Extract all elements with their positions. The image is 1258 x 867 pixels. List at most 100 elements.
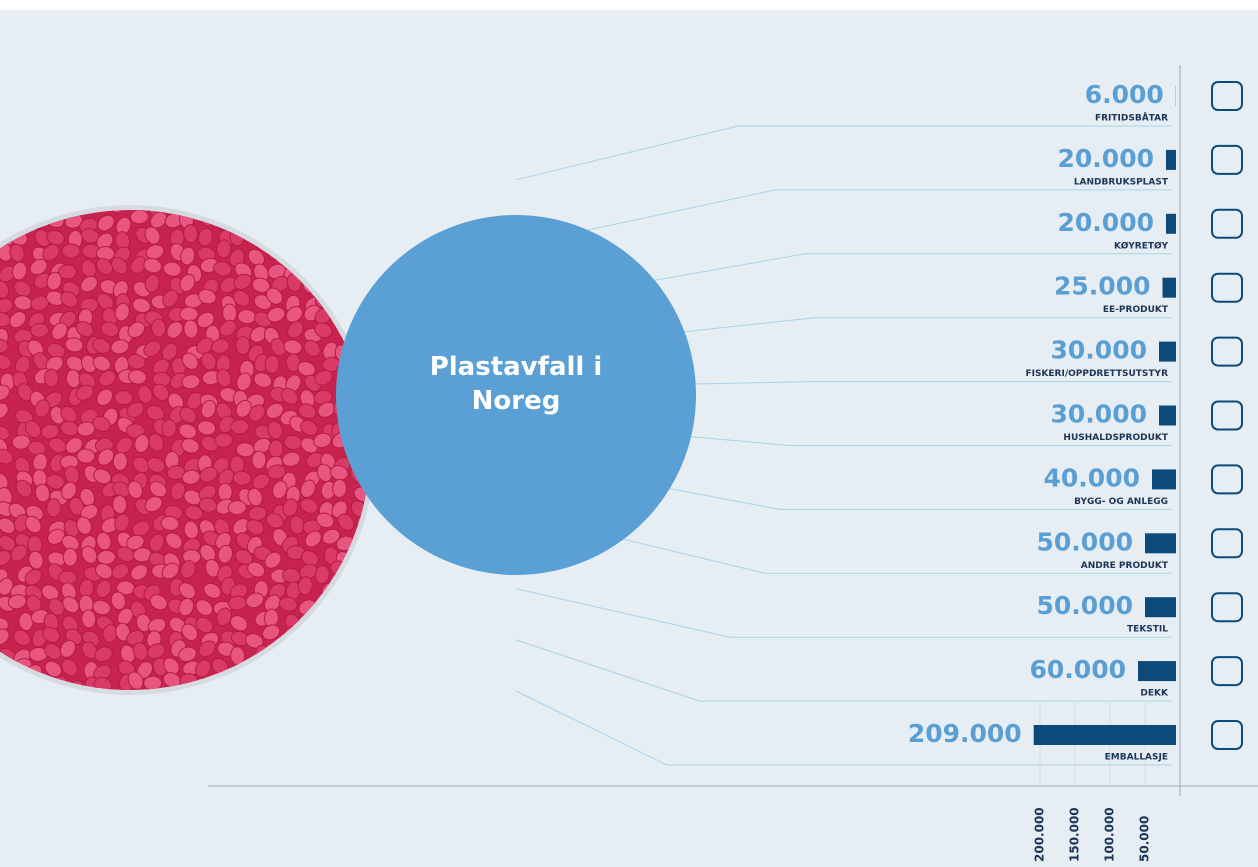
pellet xyxy=(30,322,49,338)
value-label: 209.000 xyxy=(908,719,1022,748)
pellet xyxy=(114,390,134,406)
pellet xyxy=(227,500,247,516)
pellet xyxy=(81,609,97,629)
pellet xyxy=(195,616,214,634)
bar xyxy=(1138,661,1176,682)
pellet xyxy=(80,275,98,293)
pellet xyxy=(13,688,34,711)
pellet xyxy=(265,402,284,419)
pellet xyxy=(24,515,42,534)
pellet xyxy=(166,321,184,339)
pellet xyxy=(0,674,11,690)
pellet xyxy=(282,498,299,517)
pellet xyxy=(62,596,80,614)
pellet xyxy=(197,288,217,305)
pellet xyxy=(299,563,318,580)
pellet xyxy=(332,680,352,690)
category-label: HUSHALDSPRODUKT xyxy=(1063,433,1168,443)
pellet xyxy=(271,657,289,676)
pellet xyxy=(60,481,77,500)
pellet xyxy=(149,481,168,498)
pellet xyxy=(112,495,128,515)
pellet xyxy=(181,438,200,454)
pellet xyxy=(0,217,10,233)
pellet xyxy=(316,694,335,710)
pellet xyxy=(266,215,282,235)
pellet xyxy=(152,358,170,376)
pellet xyxy=(337,513,355,531)
bar xyxy=(1152,469,1176,490)
pellet xyxy=(112,481,131,498)
pellet xyxy=(127,480,143,499)
pellet xyxy=(81,545,98,564)
pellet xyxy=(0,695,16,715)
pellet xyxy=(260,688,281,711)
pellet xyxy=(348,257,366,275)
pellet xyxy=(265,287,283,305)
category-icon xyxy=(1211,208,1243,239)
pellet xyxy=(62,547,78,567)
x-tick-label: 200.000 xyxy=(1033,807,1047,862)
pellet xyxy=(29,258,48,276)
pellet xyxy=(130,564,148,581)
pellet xyxy=(195,659,212,678)
x-tick-label: 50.000 xyxy=(1138,816,1152,862)
pellet xyxy=(234,694,254,716)
pellet xyxy=(245,592,265,609)
pellet xyxy=(60,291,79,308)
pellet xyxy=(353,224,370,243)
pellet xyxy=(323,265,341,283)
pellet xyxy=(214,432,233,448)
pellet xyxy=(145,244,165,260)
pellet xyxy=(356,270,370,290)
pellet xyxy=(179,273,196,293)
pellet xyxy=(204,558,221,578)
pellet xyxy=(322,648,341,665)
pellet xyxy=(318,663,335,683)
pellet xyxy=(0,628,10,646)
pellet xyxy=(60,405,78,424)
pellet xyxy=(13,280,32,298)
pellet xyxy=(337,226,354,245)
category-label: DEKK xyxy=(1140,689,1169,699)
pellet xyxy=(363,226,370,243)
pellet xyxy=(217,544,233,564)
pellet xyxy=(200,399,217,419)
x-tick-label: 150.000 xyxy=(1068,807,1082,862)
pellet xyxy=(287,320,304,339)
connector xyxy=(671,317,816,334)
pellet xyxy=(0,517,16,534)
pellet xyxy=(300,479,316,499)
pellet xyxy=(97,214,115,232)
pellet xyxy=(297,360,316,377)
pellet xyxy=(112,451,128,471)
pellet xyxy=(42,626,61,643)
pellet xyxy=(215,189,236,212)
pellet xyxy=(135,613,152,633)
pellet xyxy=(217,482,233,502)
pellet xyxy=(267,420,283,440)
pellet xyxy=(336,210,355,218)
pellet xyxy=(232,470,252,486)
pellet xyxy=(111,563,130,580)
pellet xyxy=(45,692,68,714)
pellet xyxy=(368,548,370,567)
pellet xyxy=(114,302,130,322)
pellet xyxy=(126,401,145,418)
pellet xyxy=(60,689,83,712)
pellet xyxy=(246,519,265,536)
bar xyxy=(1162,277,1176,298)
pellet xyxy=(350,656,369,674)
pellet xyxy=(115,436,133,454)
pellet xyxy=(0,384,11,401)
pellet xyxy=(228,674,248,690)
pellet xyxy=(303,661,320,680)
pellet xyxy=(0,617,9,633)
pellet xyxy=(284,210,301,219)
pellet xyxy=(96,531,112,551)
pellet xyxy=(265,231,285,247)
pellet xyxy=(303,339,321,358)
pellet xyxy=(183,319,199,339)
